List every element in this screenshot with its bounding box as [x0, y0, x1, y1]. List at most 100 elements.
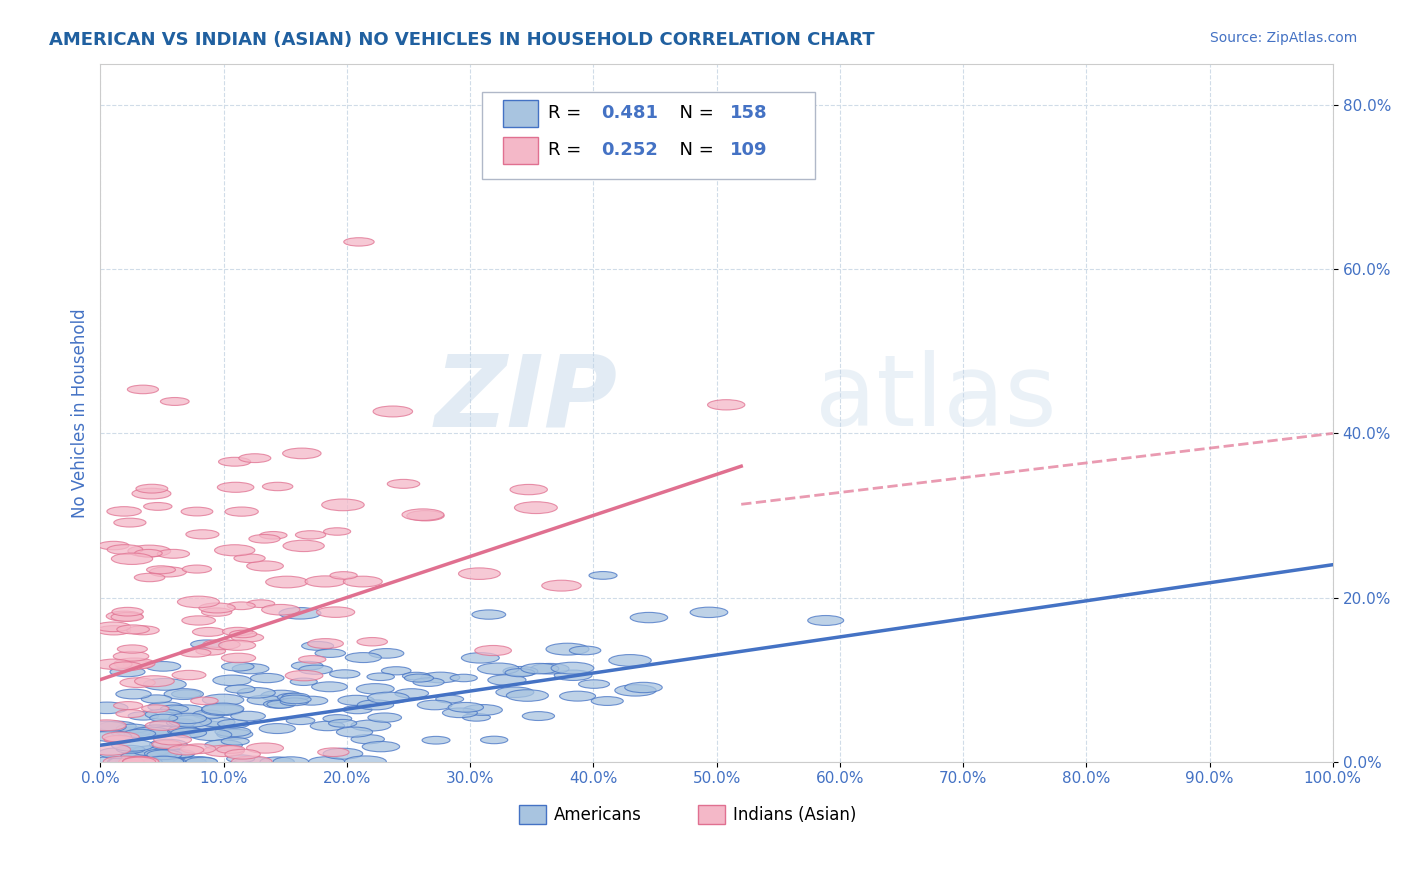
Ellipse shape: [112, 607, 143, 616]
Ellipse shape: [132, 488, 172, 499]
Ellipse shape: [496, 687, 534, 698]
Ellipse shape: [357, 700, 394, 710]
Ellipse shape: [463, 705, 502, 715]
Ellipse shape: [198, 603, 235, 613]
Ellipse shape: [609, 655, 651, 666]
Ellipse shape: [127, 626, 159, 635]
Ellipse shape: [132, 746, 170, 756]
Ellipse shape: [169, 726, 198, 734]
Ellipse shape: [418, 700, 453, 710]
Ellipse shape: [141, 695, 172, 703]
FancyBboxPatch shape: [519, 805, 547, 824]
Ellipse shape: [259, 723, 295, 733]
Ellipse shape: [569, 646, 600, 655]
Ellipse shape: [90, 744, 131, 756]
Ellipse shape: [222, 627, 253, 636]
Ellipse shape: [162, 750, 193, 759]
Ellipse shape: [560, 691, 596, 701]
Ellipse shape: [287, 716, 315, 724]
Ellipse shape: [193, 627, 225, 636]
Ellipse shape: [86, 702, 128, 714]
Ellipse shape: [201, 608, 232, 616]
Ellipse shape: [283, 448, 321, 458]
Ellipse shape: [231, 711, 266, 721]
Ellipse shape: [114, 651, 149, 661]
Ellipse shape: [530, 664, 569, 674]
Ellipse shape: [180, 756, 217, 767]
Ellipse shape: [120, 678, 155, 688]
Ellipse shape: [160, 705, 188, 713]
Ellipse shape: [478, 663, 519, 674]
Ellipse shape: [215, 727, 250, 737]
Ellipse shape: [193, 721, 225, 730]
Ellipse shape: [107, 611, 142, 621]
Ellipse shape: [481, 736, 508, 744]
Ellipse shape: [235, 756, 270, 766]
Ellipse shape: [395, 689, 429, 698]
Ellipse shape: [98, 541, 129, 549]
Ellipse shape: [589, 572, 617, 579]
Ellipse shape: [246, 743, 284, 753]
Ellipse shape: [157, 752, 186, 760]
Ellipse shape: [402, 508, 444, 520]
FancyBboxPatch shape: [482, 92, 815, 179]
Ellipse shape: [152, 757, 181, 766]
Ellipse shape: [107, 545, 143, 555]
Ellipse shape: [329, 670, 360, 678]
Ellipse shape: [463, 714, 491, 721]
Ellipse shape: [167, 727, 195, 735]
Ellipse shape: [114, 702, 142, 710]
Text: 0.252: 0.252: [600, 141, 658, 159]
Ellipse shape: [232, 756, 271, 767]
Ellipse shape: [143, 679, 186, 690]
Ellipse shape: [225, 507, 259, 516]
Ellipse shape: [546, 643, 589, 655]
Ellipse shape: [104, 735, 134, 743]
Ellipse shape: [475, 646, 512, 656]
Ellipse shape: [263, 483, 292, 491]
Ellipse shape: [108, 756, 148, 767]
Ellipse shape: [707, 400, 745, 410]
Ellipse shape: [149, 720, 180, 729]
Ellipse shape: [367, 673, 395, 681]
Text: R =: R =: [548, 103, 586, 122]
Ellipse shape: [578, 680, 609, 689]
Ellipse shape: [352, 735, 384, 744]
Ellipse shape: [124, 660, 153, 668]
Ellipse shape: [103, 756, 143, 767]
Ellipse shape: [120, 756, 157, 767]
Ellipse shape: [308, 639, 343, 648]
Ellipse shape: [356, 683, 394, 694]
Ellipse shape: [177, 596, 219, 607]
Ellipse shape: [111, 613, 143, 622]
Ellipse shape: [283, 693, 309, 700]
Ellipse shape: [267, 700, 295, 708]
Ellipse shape: [165, 749, 195, 758]
Ellipse shape: [238, 688, 276, 698]
Ellipse shape: [150, 746, 180, 754]
Ellipse shape: [87, 720, 127, 731]
Ellipse shape: [422, 737, 450, 744]
FancyBboxPatch shape: [503, 100, 538, 127]
Ellipse shape: [443, 708, 478, 717]
Ellipse shape: [204, 746, 245, 756]
Ellipse shape: [266, 576, 308, 588]
Ellipse shape: [217, 746, 245, 754]
Ellipse shape: [180, 648, 211, 657]
Ellipse shape: [226, 755, 254, 763]
Ellipse shape: [169, 715, 211, 727]
Ellipse shape: [373, 406, 412, 417]
Ellipse shape: [323, 528, 350, 535]
Ellipse shape: [93, 756, 132, 767]
Ellipse shape: [506, 690, 548, 701]
Ellipse shape: [488, 674, 526, 685]
Ellipse shape: [221, 738, 249, 745]
Ellipse shape: [128, 712, 159, 720]
Ellipse shape: [402, 673, 430, 680]
Text: Indians (Asian): Indians (Asian): [733, 805, 856, 823]
Ellipse shape: [295, 531, 326, 539]
Ellipse shape: [278, 607, 321, 619]
Ellipse shape: [228, 602, 256, 609]
Ellipse shape: [218, 483, 254, 492]
Ellipse shape: [232, 633, 263, 642]
